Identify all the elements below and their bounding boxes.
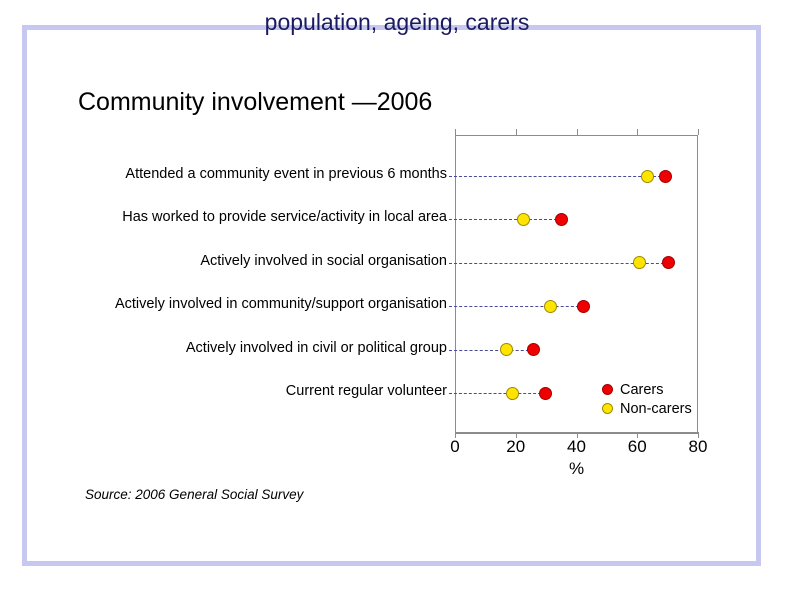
- x-tick-label: 40: [567, 437, 586, 456]
- legend-label: Carers: [620, 381, 664, 398]
- data-point-noncarers: [633, 256, 647, 270]
- chart-legend: Carers Non-carers: [602, 381, 692, 419]
- x-tick-label: 60: [627, 437, 647, 456]
- x-axis-tick-top: [576, 129, 578, 135]
- x-axis-tick-top: [515, 129, 517, 135]
- x-axis-tick: [515, 432, 517, 438]
- category-label: Actively involved in social organisation: [200, 252, 447, 269]
- data-point-carers: [539, 386, 553, 400]
- legend-item: Non-carers: [602, 400, 692, 417]
- page-title: Community involvement —2006: [78, 88, 433, 116]
- x-axis-tick: [455, 432, 456, 438]
- x-axis-tick-top: [637, 129, 639, 135]
- data-point-carers: [555, 212, 569, 226]
- data-point-carers: [659, 169, 673, 183]
- data-point-carers: [577, 299, 591, 313]
- x-tick-label: 80: [688, 437, 708, 456]
- x-axis-tick: [576, 432, 578, 438]
- data-point-noncarers: [641, 169, 655, 183]
- legend-item: Carers: [602, 381, 692, 398]
- leader-line: [449, 262, 669, 264]
- leader-line: [449, 349, 534, 351]
- data-point-noncarers: [499, 343, 513, 357]
- dot-plot-chart: Attended a community event in previous 6…: [55, 129, 715, 478]
- x-axis-title: %: [568, 459, 585, 478]
- legend-swatch-carers: [602, 384, 613, 395]
- plot-area: [455, 135, 698, 432]
- x-axis-tick: [637, 432, 639, 438]
- category-label: Actively involved in community/support o…: [114, 296, 447, 313]
- leader-line: [449, 219, 562, 221]
- data-point-noncarers: [505, 386, 519, 400]
- legend-swatch-noncarers: [602, 403, 613, 414]
- source-note: Source: 2006 General Social Survey: [85, 487, 304, 502]
- data-point-carers: [527, 343, 541, 357]
- category-label: Current regular volunteer: [285, 383, 447, 399]
- category-label: Has worked to provide service/activity i…: [122, 209, 447, 226]
- leader-line: [449, 306, 584, 308]
- x-axis-tick: [698, 432, 699, 438]
- data-point-carers: [662, 256, 676, 270]
- x-tick-label: 0: [450, 437, 460, 456]
- data-point-noncarers: [544, 299, 558, 313]
- data-point-noncarers: [516, 212, 530, 226]
- x-tick-label: 20: [506, 437, 526, 456]
- slide-frame: [22, 25, 761, 566]
- legend-label: Non-carers: [620, 400, 692, 417]
- leader-line: [449, 176, 666, 177]
- category-label: Actively involved in civil or political …: [185, 339, 447, 356]
- category-label: Attended a community event in previous 6…: [125, 166, 447, 182]
- x-axis-tick-top: [698, 129, 699, 135]
- x-axis-tick-top: [455, 129, 456, 135]
- leader-line: [449, 393, 546, 394]
- header-title: population, ageing, carers: [264, 9, 530, 35]
